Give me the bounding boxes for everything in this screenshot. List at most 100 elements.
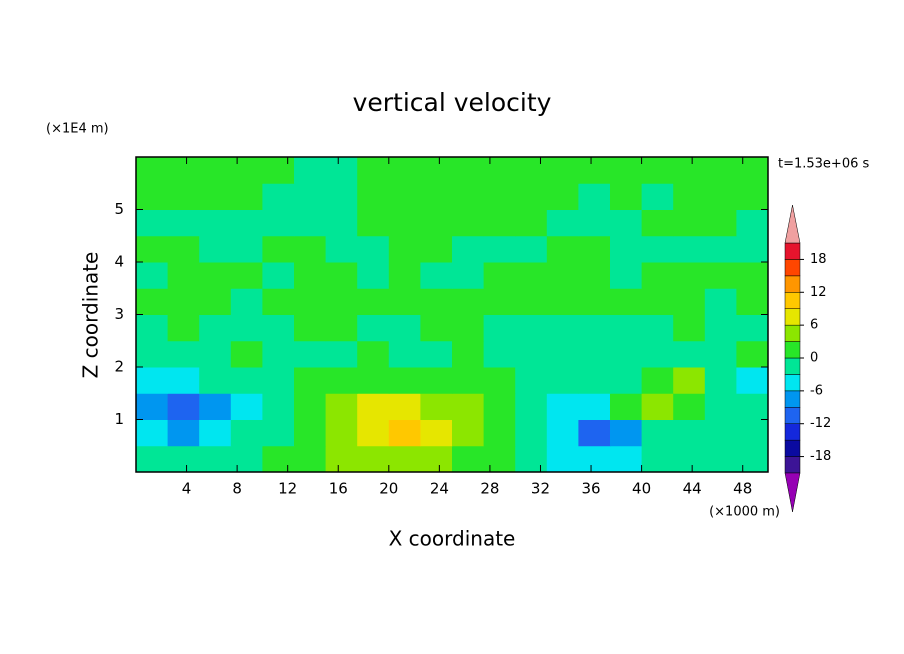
contour-cell [515, 445, 548, 473]
contour-cell [673, 314, 706, 342]
colorbar-band [784, 308, 801, 326]
contour-cell [262, 367, 295, 394]
contour-cell [578, 235, 611, 263]
contour-cell [230, 288, 263, 315]
contour-cell [230, 262, 263, 289]
contour-cell [325, 183, 358, 210]
contour-cell [736, 419, 769, 447]
contour-cell [262, 340, 295, 368]
colorbar-band [784, 439, 801, 457]
contour-cell [294, 367, 327, 394]
colorbar-band [784, 242, 801, 260]
contour-cell [483, 183, 516, 210]
contour-cell [704, 393, 737, 420]
contour-cell [452, 209, 485, 237]
contour-cell [420, 445, 453, 473]
contour-cell [167, 393, 200, 420]
colorbar-tick-label: -6 [810, 383, 823, 398]
contour-cell [673, 419, 706, 447]
contour-cell [420, 262, 453, 289]
contour-cell [483, 235, 516, 263]
contour-cell [230, 235, 263, 263]
contour-cell [136, 183, 169, 210]
contour-cell [294, 235, 327, 263]
contour-cell [452, 445, 485, 473]
contour-cell [388, 209, 421, 237]
contour-cell [388, 157, 421, 184]
contour-cell [704, 419, 737, 447]
contour-cell [578, 262, 611, 289]
contour-cell [736, 209, 769, 237]
contour-cell [136, 419, 169, 447]
contour-cell [199, 340, 232, 368]
contour-cell [673, 235, 706, 263]
contour-cell [736, 235, 769, 263]
contour-cell [578, 340, 611, 368]
x-tick-label: 28 [480, 480, 499, 498]
contour-cell [388, 367, 421, 394]
contour-cell [388, 262, 421, 289]
contour-cell [294, 183, 327, 210]
contour-cell [357, 367, 390, 394]
contour-cell [167, 367, 200, 394]
contour-cell [515, 183, 548, 210]
contour-cell [578, 367, 611, 394]
contour-cell [325, 262, 358, 289]
contour-cell [736, 393, 769, 420]
contour-cell [199, 209, 232, 237]
contour-cell [357, 314, 390, 342]
colorbar-band [784, 275, 801, 293]
contour-cell [452, 314, 485, 342]
colorbar-band [784, 374, 801, 392]
contour-cell [704, 340, 737, 368]
contour-cell [610, 235, 643, 263]
contour-cell [262, 157, 295, 184]
contour-cell [199, 183, 232, 210]
x-tick-label: 44 [683, 480, 702, 498]
y-tick-label: 4 [114, 253, 124, 271]
contour-cell [515, 419, 548, 447]
contour-cell [452, 393, 485, 420]
contour-cell [357, 235, 390, 263]
contour-cell [515, 393, 548, 420]
contour-cell [546, 183, 579, 210]
contour-cell [262, 262, 295, 289]
contour-cell [167, 183, 200, 210]
contour-cell [167, 288, 200, 315]
contour-cell [325, 393, 358, 420]
contour-cell [199, 262, 232, 289]
contour-cell [294, 262, 327, 289]
colorbar-tick-label: 6 [810, 318, 818, 333]
contour-cell [546, 445, 579, 473]
contour-cell [452, 157, 485, 184]
colorbar-tick-label: 0 [810, 351, 818, 366]
contour-cell [578, 419, 611, 447]
contour-cell [546, 288, 579, 315]
contour-cell [673, 393, 706, 420]
contour-cell [673, 183, 706, 210]
contour-cell [199, 419, 232, 447]
contour-cell [483, 262, 516, 289]
contour-cell [136, 157, 169, 184]
contour-cell [546, 314, 579, 342]
colorbar-tick-label: -12 [810, 416, 831, 431]
contour-cell [736, 288, 769, 315]
contour-cell [515, 262, 548, 289]
contour-cell [230, 157, 263, 184]
contour-cell [199, 314, 232, 342]
contour-cell [388, 288, 421, 315]
contour-cell [641, 419, 674, 447]
contour-cell [610, 419, 643, 447]
contour-cell [357, 209, 390, 237]
contour-cell [515, 340, 548, 368]
contour-cell [420, 419, 453, 447]
contour-cell [357, 393, 390, 420]
y-tick-label: 1 [114, 410, 124, 428]
contour-cell [483, 419, 516, 447]
contour-cell [673, 288, 706, 315]
contour-cell [736, 367, 769, 394]
contour-cell [704, 288, 737, 315]
contour-cell [673, 157, 706, 184]
contour-cell [452, 340, 485, 368]
contour-cell [641, 314, 674, 342]
